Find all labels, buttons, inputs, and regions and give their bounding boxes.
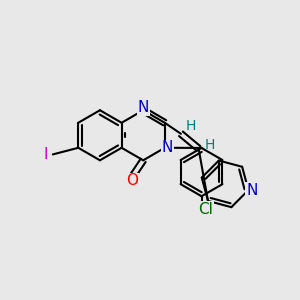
Text: N: N [246,183,258,198]
Text: H: H [205,138,215,152]
Text: N: N [137,100,149,115]
Text: I: I [43,147,48,162]
Text: O: O [126,173,138,188]
Text: Cl: Cl [199,202,213,217]
Text: N: N [162,140,173,155]
Text: H: H [186,119,196,134]
